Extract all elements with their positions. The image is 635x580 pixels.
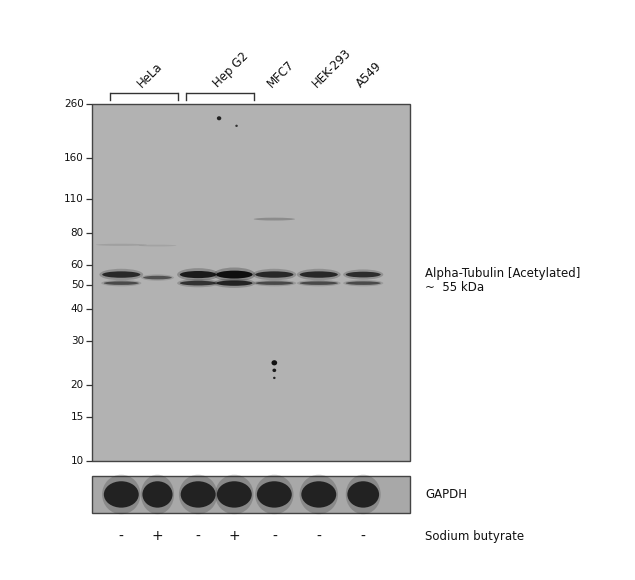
Ellipse shape <box>255 281 293 285</box>
Ellipse shape <box>216 281 253 286</box>
Text: +: + <box>229 530 240 543</box>
Text: 50: 50 <box>70 280 84 290</box>
Ellipse shape <box>345 281 380 285</box>
Ellipse shape <box>180 271 217 278</box>
Text: A549: A549 <box>354 60 385 90</box>
Text: 110: 110 <box>64 194 84 204</box>
Ellipse shape <box>104 281 138 285</box>
Ellipse shape <box>297 269 340 280</box>
Text: MFC7: MFC7 <box>265 59 297 90</box>
Ellipse shape <box>257 481 291 508</box>
Text: -: - <box>196 530 201 543</box>
Ellipse shape <box>96 244 147 246</box>
Text: 30: 30 <box>70 336 84 346</box>
Ellipse shape <box>343 270 384 280</box>
Bar <box>92 476 410 513</box>
Text: HEK-293: HEK-293 <box>310 46 354 90</box>
Ellipse shape <box>104 481 138 508</box>
Text: +: + <box>152 530 163 543</box>
Text: 40: 40 <box>70 304 84 314</box>
Ellipse shape <box>255 474 293 514</box>
Ellipse shape <box>343 280 384 287</box>
Ellipse shape <box>141 274 174 281</box>
Text: 60: 60 <box>70 260 84 270</box>
Bar <box>92 104 410 461</box>
Ellipse shape <box>102 474 140 514</box>
Text: 260: 260 <box>64 99 84 110</box>
Ellipse shape <box>253 218 295 220</box>
Ellipse shape <box>213 278 255 288</box>
Ellipse shape <box>347 481 379 508</box>
Text: 160: 160 <box>64 153 84 162</box>
Text: -: - <box>361 530 366 543</box>
Ellipse shape <box>142 481 173 508</box>
Ellipse shape <box>255 271 293 278</box>
Ellipse shape <box>177 279 219 287</box>
Ellipse shape <box>301 481 337 508</box>
Ellipse shape <box>297 280 340 287</box>
Text: Alpha-Tubulin [Acetylated]: Alpha-Tubulin [Acetylated] <box>425 267 581 280</box>
Ellipse shape <box>252 269 296 280</box>
Circle shape <box>271 360 277 365</box>
Text: 10: 10 <box>70 456 84 466</box>
Text: -: - <box>316 530 321 543</box>
Text: GAPDH: GAPDH <box>425 488 467 501</box>
Ellipse shape <box>345 271 380 277</box>
Ellipse shape <box>177 268 219 281</box>
Ellipse shape <box>213 267 255 282</box>
Text: ~  55 kDa: ~ 55 kDa <box>425 281 485 293</box>
Ellipse shape <box>300 474 338 514</box>
Circle shape <box>217 116 222 120</box>
Text: -: - <box>272 530 277 543</box>
Circle shape <box>235 125 237 127</box>
Text: HeLa: HeLa <box>135 60 164 90</box>
Ellipse shape <box>102 271 140 278</box>
Ellipse shape <box>216 271 253 278</box>
Ellipse shape <box>101 280 142 287</box>
Text: 15: 15 <box>70 412 84 422</box>
Ellipse shape <box>180 281 217 285</box>
Circle shape <box>273 377 276 379</box>
Text: -: - <box>119 530 124 543</box>
Ellipse shape <box>179 474 217 514</box>
Text: 20: 20 <box>70 380 84 390</box>
Ellipse shape <box>217 481 251 508</box>
Ellipse shape <box>180 481 216 508</box>
Ellipse shape <box>300 281 338 285</box>
Ellipse shape <box>138 245 177 246</box>
Text: 80: 80 <box>70 229 84 238</box>
Text: Hep G2: Hep G2 <box>211 50 251 90</box>
Ellipse shape <box>300 271 338 278</box>
Ellipse shape <box>252 280 296 287</box>
Circle shape <box>272 369 276 372</box>
Ellipse shape <box>215 474 253 514</box>
Ellipse shape <box>99 269 143 280</box>
Ellipse shape <box>143 276 171 280</box>
Ellipse shape <box>345 474 380 514</box>
Ellipse shape <box>141 474 174 514</box>
Text: Sodium butyrate: Sodium butyrate <box>425 530 525 543</box>
